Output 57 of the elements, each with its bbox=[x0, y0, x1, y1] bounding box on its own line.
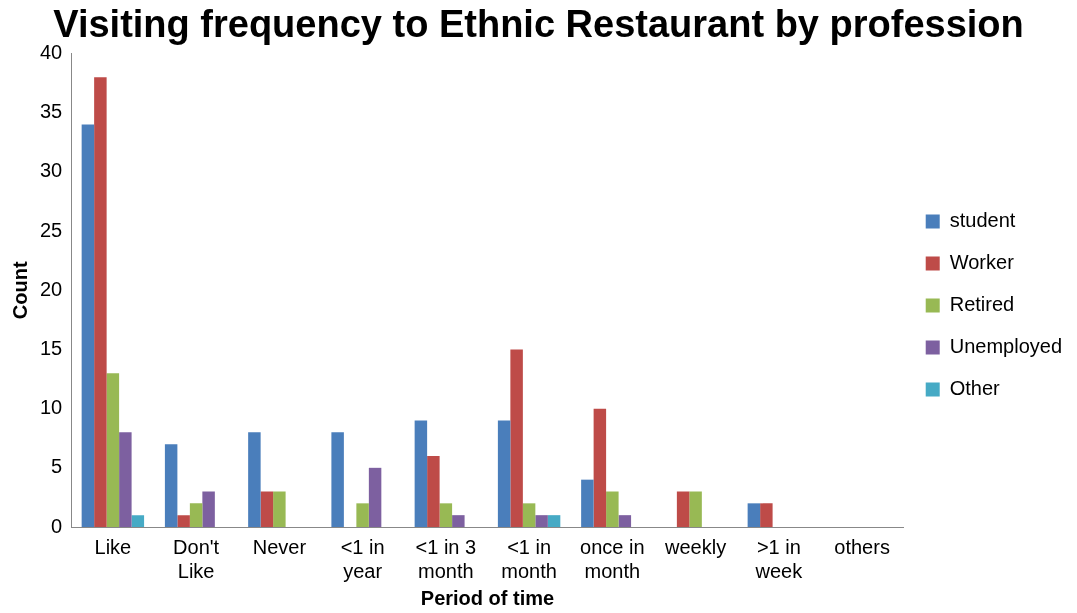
x-tick-label: once in month bbox=[580, 535, 645, 582]
bar bbox=[119, 432, 132, 527]
bar bbox=[131, 515, 145, 527]
y-tick-label: 10 bbox=[40, 396, 63, 419]
bar bbox=[581, 479, 594, 527]
bar bbox=[452, 515, 465, 527]
bar bbox=[81, 124, 95, 527]
bar bbox=[676, 491, 690, 527]
legend-label: Other bbox=[949, 377, 1001, 400]
x-tick-label: others bbox=[834, 535, 890, 558]
bar bbox=[535, 515, 548, 527]
legend-label: Retired bbox=[949, 293, 1015, 316]
y-tick-label: 35 bbox=[40, 100, 63, 123]
bar bbox=[177, 515, 190, 527]
bar bbox=[427, 455, 440, 527]
bar bbox=[747, 503, 761, 527]
x-tick-label: <1 in 3 month bbox=[415, 535, 477, 582]
bar bbox=[202, 491, 215, 527]
bar bbox=[248, 432, 261, 527]
bar bbox=[260, 491, 274, 527]
x-tick-label: Like bbox=[94, 535, 132, 558]
bar bbox=[414, 420, 428, 527]
x-tick-label: <1 in year bbox=[340, 535, 385, 582]
bar bbox=[189, 503, 203, 527]
y-tick-label: 15 bbox=[40, 336, 63, 359]
x-axis-title: Period of time bbox=[420, 586, 555, 609]
x-tick-label: Never bbox=[252, 535, 307, 558]
bar bbox=[522, 503, 536, 527]
x-tick-label: Don't Like bbox=[173, 535, 220, 582]
y-tick-label: 30 bbox=[40, 159, 63, 182]
bar bbox=[273, 491, 286, 527]
legend-label: Unemployed bbox=[949, 335, 1063, 358]
y-axis-title: Count bbox=[8, 261, 31, 320]
bar bbox=[593, 408, 607, 527]
bar bbox=[331, 432, 344, 527]
bar bbox=[356, 503, 369, 527]
y-tick-label: 20 bbox=[40, 277, 63, 300]
bar bbox=[547, 515, 561, 527]
bar bbox=[497, 420, 511, 527]
bar bbox=[439, 503, 453, 527]
bar bbox=[689, 491, 702, 527]
x-tick-label: weekly bbox=[664, 535, 727, 558]
x-tick-label: <1 in month bbox=[501, 535, 557, 582]
bar bbox=[94, 77, 107, 527]
bar bbox=[606, 491, 619, 527]
y-tick-label: 25 bbox=[40, 218, 63, 241]
y-tick-label: 0 bbox=[51, 514, 63, 537]
bar bbox=[510, 349, 523, 527]
bar bbox=[618, 515, 632, 527]
bar bbox=[106, 373, 120, 527]
bar bbox=[368, 467, 382, 527]
x-tick-label: >1 in week bbox=[754, 535, 804, 582]
bar bbox=[760, 503, 773, 527]
legend-label: student bbox=[949, 209, 1016, 232]
bar bbox=[164, 444, 178, 527]
y-tick-label: 5 bbox=[51, 455, 63, 478]
legend-label: Worker bbox=[949, 251, 1015, 274]
